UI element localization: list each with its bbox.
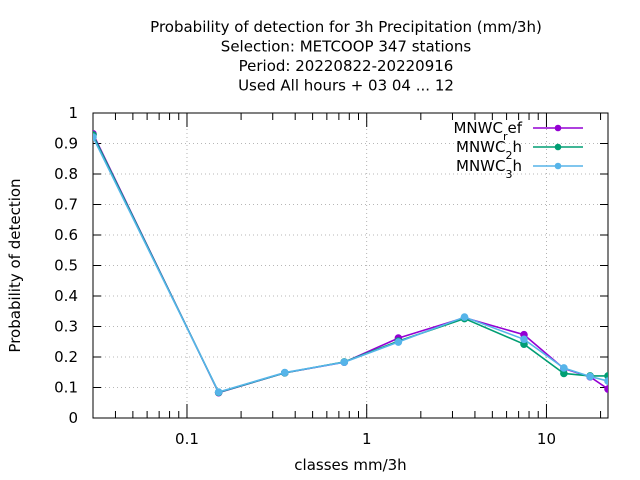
data-point [520,335,528,344]
chart-title-line: Selection: METCOOP 347 stations [221,38,472,56]
chart-title: Probability of detection for 3h Precipit… [150,18,542,95]
chart-title-line: Probability of detection for 3h Precipit… [150,18,542,36]
legend-swatch-point [554,124,562,132]
x-axis-label: classes mm/3h [294,456,406,474]
y-tick-label: 0.5 [54,257,78,275]
axis-ticks: 0 0.1 0.2 0.3 0.4 0.5 0.6 0.7 0.8 0.9 1 0.1 1 10 [54,104,608,448]
data-point [604,377,608,385]
chart-title-line: Period: 20220822-20220916 [239,57,454,75]
data-point [604,385,608,393]
y-tick-label: 0.8 [54,165,78,183]
x-tick-label: 1 [362,430,372,448]
y-tick-label: 0.7 [54,196,78,214]
legend-swatch-point [554,143,562,151]
data-point [394,338,403,346]
data-point [93,133,97,141]
x-tick-label: 10 [537,430,556,448]
y-tick-label: 0.2 [54,348,78,366]
legend-entry: MNWC3h [456,157,583,181]
series-line [93,136,608,394]
y-tick-label: 0 [68,409,78,427]
y-tick-label: 0.1 [54,379,78,397]
plot-frame [92,112,609,419]
grid [93,113,608,418]
series-MNWC_2h [93,131,608,397]
legend-label: MNWC2h [456,138,522,162]
series-line [93,133,608,394]
chart-title-line: Used All hours + 03 04 ... 12 [238,77,454,95]
series-line [93,134,608,394]
series [93,129,608,397]
legend-entry: MNWC2h [456,138,583,162]
data-point [560,364,568,372]
legend-label: MNWCref [453,119,522,143]
data-point [280,368,289,377]
series-MNWC_3h [93,133,608,396]
data-point [586,372,594,381]
y-tick-label: 0.3 [54,318,78,336]
legend-swatch-point [554,162,562,170]
y-tick-label: 0.4 [54,287,78,305]
series-MNWC_ref [93,129,608,397]
legend-label: MNWC3h [456,157,522,181]
y-tick-label: 1 [68,104,78,122]
data-point [214,388,223,396]
data-point [460,313,469,321]
y-tick-label: 0.9 [54,135,78,153]
legend-entry: MNWCref [453,119,583,143]
x-tick-label: 0.1 [175,430,199,448]
y-tick-label: 0.6 [54,226,78,244]
y-axis-label: Probability of detection [6,178,24,352]
data-point [340,358,349,366]
